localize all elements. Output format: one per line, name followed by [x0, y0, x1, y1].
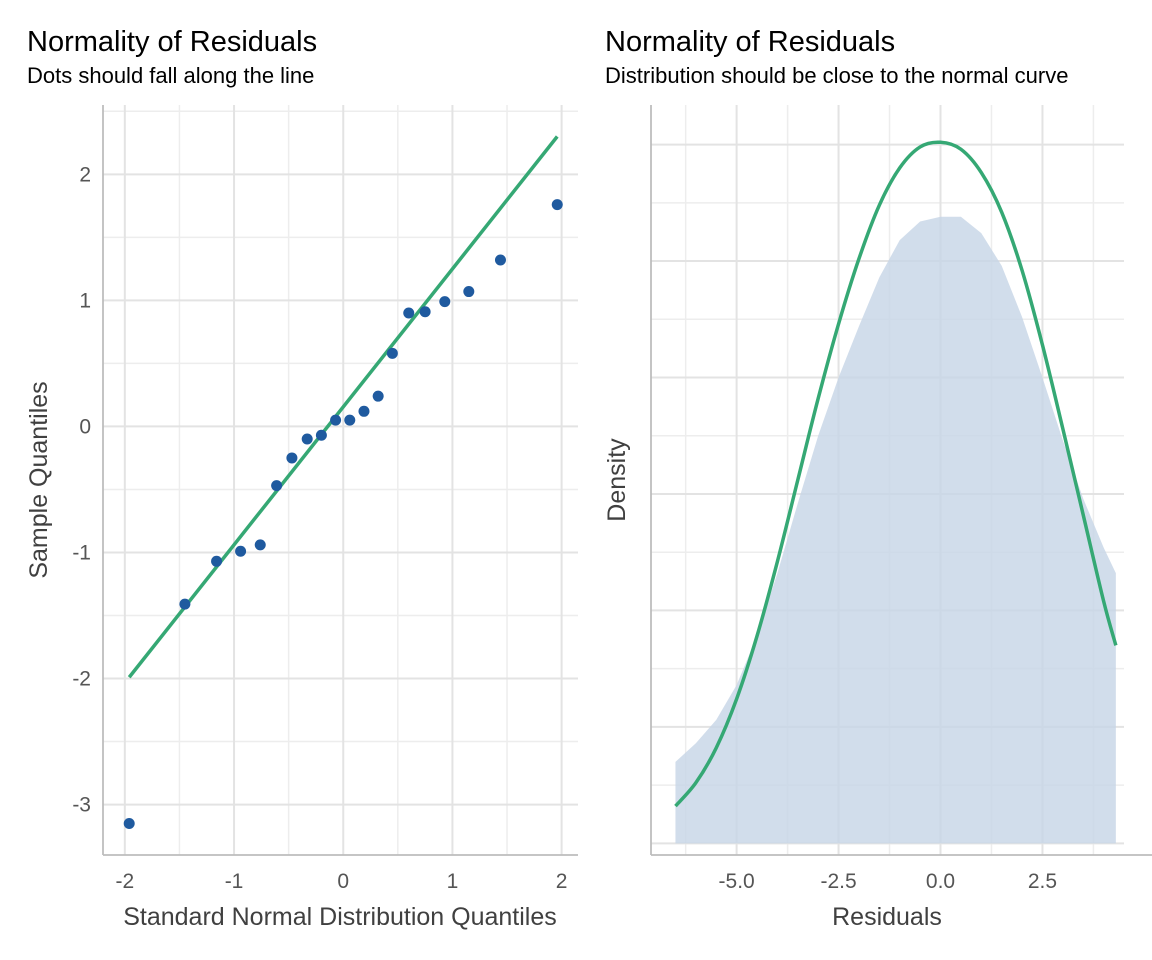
qq-point: [330, 414, 342, 426]
density-x-tick-label: -2.5: [820, 870, 856, 893]
qq-y-tick-label: 1: [79, 289, 91, 312]
qq-point: [419, 306, 431, 318]
qq-plot-title: Normality of Residuals: [27, 26, 317, 58]
qq-points: [123, 199, 563, 829]
qq-point: [344, 414, 356, 426]
density-y-axis-title: Density: [603, 438, 631, 522]
qq-tick-labels: -2 -1 0 1 2 -3 -2 -1 0 1 2: [72, 163, 567, 893]
qq-y-tick-label: -3: [72, 794, 91, 817]
qq-point: [179, 598, 191, 610]
density-tick-labels: -5.0 -2.5 0.0 2.5: [719, 870, 1058, 893]
qq-point: [372, 390, 384, 402]
qq-reference-line: [127, 135, 559, 679]
qq-point: [494, 254, 506, 266]
qq-plot-subtitle: Dots should fall along the line: [27, 63, 314, 88]
qq-point: [123, 817, 135, 829]
qq-point: [271, 480, 283, 492]
qq-plot-panel: Normality of Residuals Dots should fall …: [25, 26, 578, 931]
qq-point: [315, 429, 327, 441]
qq-point: [211, 555, 223, 567]
qq-point: [301, 433, 313, 445]
qq-point: [286, 452, 298, 464]
density-x-tick-label: 2.5: [1028, 870, 1057, 893]
qq-reference-line-group: [127, 135, 559, 679]
density-plot-panel: Normality of Residuals Distribution shou…: [603, 26, 1152, 931]
density-plot-title: Normality of Residuals: [605, 26, 895, 58]
qq-x-tick-label: 1: [447, 870, 459, 893]
qq-y-axis-title: Sample Quantiles: [25, 381, 53, 578]
qq-point: [403, 307, 415, 319]
density-x-tick-label: 0.0: [926, 870, 955, 893]
density-plot-subtitle: Distribution should be close to the norm…: [605, 63, 1068, 88]
density-x-tick-label: -5.0: [719, 870, 755, 893]
qq-point: [235, 545, 247, 557]
qq-y-tick-label: 2: [79, 163, 91, 186]
qq-point: [386, 347, 398, 359]
qq-point: [463, 286, 475, 298]
qq-gridlines: [103, 105, 578, 855]
density-area: [675, 216, 1116, 844]
normal-curve: [674, 140, 1118, 808]
normal-curve-group: [674, 140, 1118, 808]
qq-y-tick-label: -2: [72, 668, 91, 691]
qq-x-tick-label: -2: [115, 870, 134, 893]
qq-point: [551, 199, 563, 211]
density-x-axis-title: Residuals: [832, 903, 942, 931]
qq-point: [358, 405, 370, 417]
qq-point: [439, 296, 451, 308]
qq-x-tick-label: -1: [225, 870, 244, 893]
qq-x-tick-label: 0: [337, 870, 349, 893]
density-area-group: [675, 216, 1116, 844]
qq-y-tick-label: 0: [79, 415, 91, 438]
qq-point: [254, 539, 266, 551]
qq-x-tick-label: 2: [556, 870, 568, 893]
qq-x-axis-title: Standard Normal Distribution Quantiles: [123, 903, 557, 931]
qq-y-tick-label: -1: [72, 541, 91, 564]
